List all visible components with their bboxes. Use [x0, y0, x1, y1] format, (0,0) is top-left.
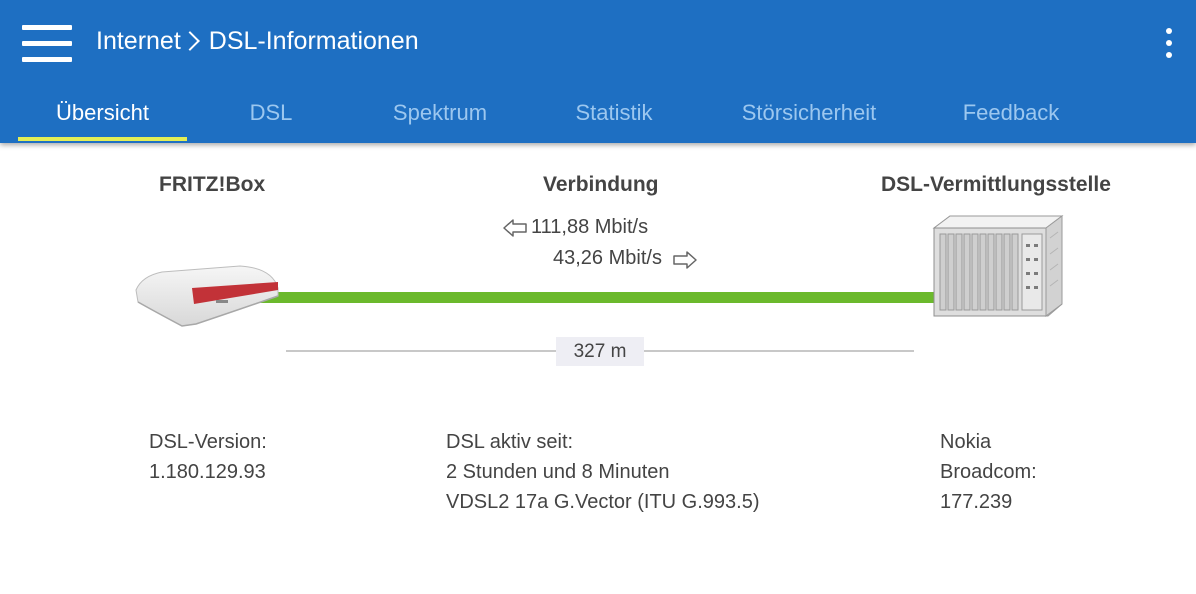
arrow-right-icon [673, 251, 697, 269]
device-info: DSL-Version: 1.180.129.93 [149, 427, 267, 487]
tab-spektrum[interactable]: Spektrum [392, 100, 488, 125]
dsl-active-duration: 2 Stunden und 8 Minuten [446, 461, 670, 483]
tab-bar: Übersicht DSL Spektrum Statistik Störsic… [0, 88, 1196, 143]
tab-feedback[interactable]: Feedback [962, 100, 1060, 125]
dsl-version-value: 1.180.129.93 [149, 461, 266, 483]
breadcrumb-parent[interactable]: Internet [96, 27, 181, 55]
exchange-title: DSL-Vermittlungsstelle [881, 173, 1111, 196]
dsl-version-label: DSL-Version: [149, 431, 267, 453]
hamburger-menu-icon[interactable] [22, 25, 74, 65]
arrow-left-icon [503, 219, 527, 237]
kebab-menu-icon[interactable] [1160, 28, 1180, 60]
tab-statistik[interactable]: Statistik [575, 100, 653, 125]
tab-dsl[interactable]: DSL [249, 100, 293, 125]
chevron-right-icon [179, 30, 200, 51]
downstream-rate: 111,88 Mbit/s [531, 216, 649, 238]
exchange-version: 177.239 [940, 491, 1013, 513]
app-header: Internet DSL-Informationen Übersicht DSL … [0, 0, 1196, 143]
exchange-rack-icon [932, 215, 1064, 317]
exchange-chipset: Broadcom: [940, 461, 1037, 483]
upstream-rate: 43,26 Mbit/s [553, 247, 662, 269]
breadcrumb: Internet DSL-Informationen [96, 27, 419, 56]
connection-title: Verbindung [543, 173, 659, 196]
connection-line [250, 292, 940, 303]
exchange-info: Nokia Broadcom: 177.239 [940, 427, 1037, 517]
breadcrumb-current: DSL-Informationen [208, 27, 419, 55]
connection-info: DSL aktiv seit: 2 Stunden und 8 Minuten … [446, 427, 759, 517]
distance-badge: 327 m [556, 337, 644, 366]
tab-stoersicherheit[interactable]: Störsicherheit [741, 100, 877, 125]
dsl-mode: VDSL2 17a G.Vector (ITU G.993.5) [446, 491, 760, 513]
fritzbox-router-icon [135, 265, 279, 327]
tab-uebersicht[interactable]: Übersicht [18, 88, 187, 141]
exchange-vendor: Nokia [940, 431, 992, 453]
fritzbox-title: FRITZ!Box [159, 173, 266, 196]
dsl-active-label: DSL aktiv seit: [446, 431, 574, 453]
